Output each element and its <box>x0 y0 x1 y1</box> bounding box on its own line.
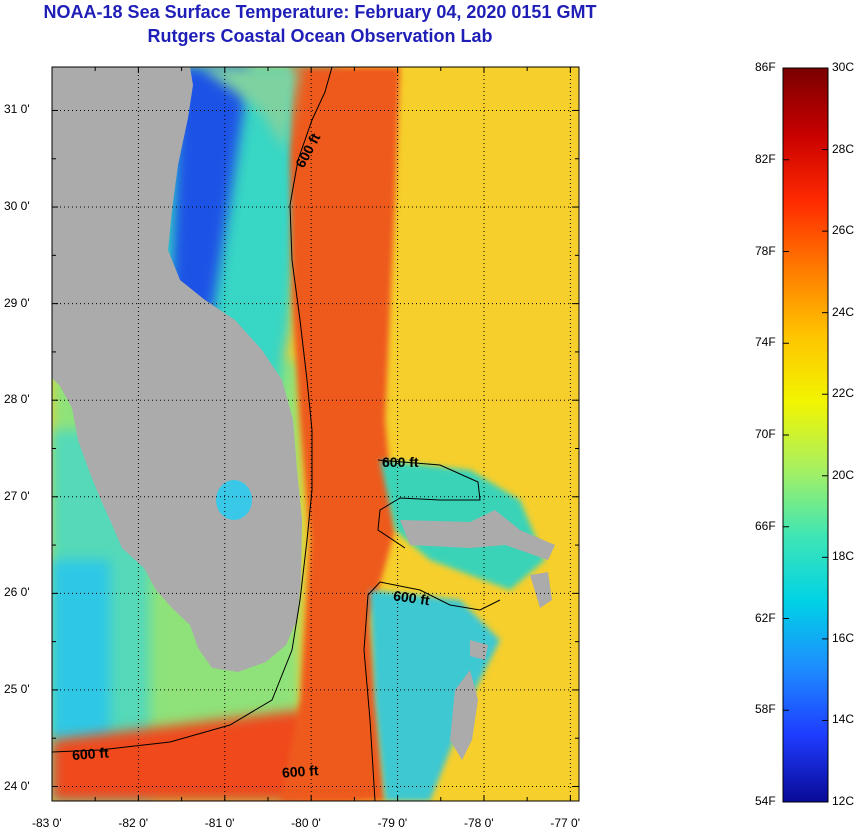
north-shelf-green <box>150 67 300 150</box>
colorbar-celsius-label: 28C <box>832 141 855 156</box>
colorbar-fahrenheit-label: 66F <box>755 518 776 533</box>
grand-bahama-island <box>400 510 555 560</box>
sst-map: 600 ft 600 ft 600 ft 600 ft 600 ft <box>51 66 580 802</box>
contour-label: 600 ft <box>281 762 319 781</box>
colorbar-fahrenheit-label: 86F <box>755 60 776 74</box>
colorbar-celsius-label: 26C <box>832 223 855 238</box>
florida-land <box>52 67 302 672</box>
colorbar-fahrenheit-label: 74F <box>755 335 776 350</box>
bahama-bank-south <box>370 590 500 801</box>
longitude-label: -81 0' <box>204 816 235 830</box>
map-frame <box>51 66 580 802</box>
colorbar-celsius-label: 16C <box>832 630 855 645</box>
latitude-label: 29 0' <box>4 295 30 310</box>
longitude-label: -79 0' <box>377 816 408 830</box>
map-title: NOAA-18 Sea Surface Temperature: Februar… <box>43 2 597 22</box>
longitude-label: -80 0' <box>291 816 321 830</box>
abaco-island <box>530 572 552 608</box>
colorbar-celsius-label: 14C <box>832 712 855 727</box>
colorbar-gradient <box>782 67 829 803</box>
florida-current-south <box>52 710 360 801</box>
colorbar-fahrenheit-label: 78F <box>755 243 776 258</box>
colorbar-fahrenheit-label: 62F <box>755 610 776 625</box>
contour-label: 600 ft <box>392 587 431 608</box>
colorbar-fahrenheit-label: 58F <box>755 702 776 717</box>
lake-okeechobee <box>216 480 252 520</box>
colorbar-fahrenheit-label: 82F <box>755 151 776 166</box>
colorbar-fahrenheit-label: 70F <box>755 427 776 441</box>
isobath-600ft-great-bahama <box>363 581 501 801</box>
contour-label: 600 ft <box>382 454 419 470</box>
latitude-label: 28 0' <box>4 392 30 407</box>
colorbar-celsius-label: 30C <box>832 60 855 74</box>
longitude-label: -77 0' <box>550 816 581 830</box>
gulf-stream <box>280 67 400 801</box>
longitude-label: -83 0' <box>32 816 62 830</box>
latitude-label: 25 0' <box>4 681 30 696</box>
cold-coastal-water <box>170 67 250 330</box>
colorbar-celsius-label: 22C <box>832 386 855 401</box>
latitude-label: 30 0' <box>4 199 30 214</box>
colorbar-celsius-label: 18C <box>832 549 855 564</box>
colorbar-celsius-label: 12C <box>832 794 855 808</box>
colorbar-celsius-label: 20C <box>832 467 855 482</box>
colorbar-fahrenheit-label: 54F <box>755 794 776 808</box>
sst-imagery <box>52 67 579 801</box>
latitude-label: 31 0' <box>4 102 30 117</box>
contour-label: 600 ft <box>72 744 110 763</box>
longitude-label: -82 0' <box>118 816 149 830</box>
isobath-600ft-florida <box>52 67 333 753</box>
colorbar-ticks <box>783 67 828 803</box>
axis-ticks <box>51 67 579 801</box>
colorbar-celsius-label: 24C <box>832 304 855 319</box>
map-subtitle: Rutgers Coastal Ocean Observation Lab <box>147 26 493 46</box>
longitude-label: -78 0' <box>463 816 494 830</box>
latitude-label: 27 0' <box>4 488 30 503</box>
isobath-600ft-little-bahama <box>377 459 481 549</box>
latitude-label: 24 0' <box>4 778 30 793</box>
latitude-label: 26 0' <box>4 585 30 600</box>
gulf-shelf-cold <box>52 560 110 740</box>
andros-island <box>450 670 478 760</box>
